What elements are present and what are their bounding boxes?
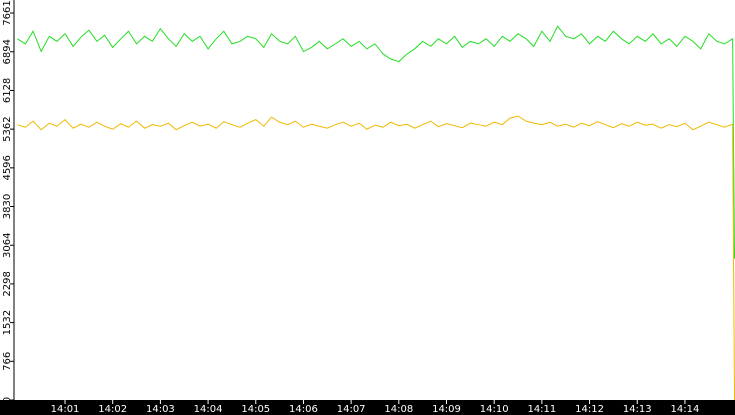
y-tick-label: 3830 (2, 194, 13, 219)
x-tick-label: 14:12 (575, 404, 604, 415)
y-tick-label: 7661 (2, 0, 13, 25)
y-tick-label: 6128 (2, 78, 13, 103)
y-tick-label: 4596 (2, 155, 13, 180)
x-tick-label: 14:08 (384, 404, 413, 415)
y-tick-label: 1532 (2, 310, 13, 335)
x-axis-bar (0, 400, 735, 415)
x-tick-label: 14:03 (146, 404, 175, 415)
y-tick-label: 6894 (2, 39, 13, 64)
y-tick-label: 766 (2, 352, 13, 371)
series-line (17, 25, 735, 259)
y-tick-label: 0 (2, 397, 13, 403)
x-tick-label: 14:07 (337, 404, 366, 415)
x-tick-label: 14:04 (194, 404, 223, 415)
x-tick-label: 14:11 (527, 404, 556, 415)
x-tick-label: 14:10 (480, 404, 509, 415)
y-tick-label: 5362 (2, 116, 13, 141)
x-tick-label: 14:01 (51, 404, 80, 415)
x-tick-label: 14:06 (289, 404, 318, 415)
series-line (17, 115, 735, 401)
x-tick-label: 14:09 (432, 404, 461, 415)
y-tick-label: 3064 (2, 232, 13, 257)
x-tick-label: 14:14 (671, 404, 700, 415)
x-tick-label: 14:02 (98, 404, 127, 415)
x-tick-label: 14:13 (623, 404, 652, 415)
y-tick-label: 2298 (2, 271, 13, 296)
x-tick-label: 14:05 (241, 404, 270, 415)
